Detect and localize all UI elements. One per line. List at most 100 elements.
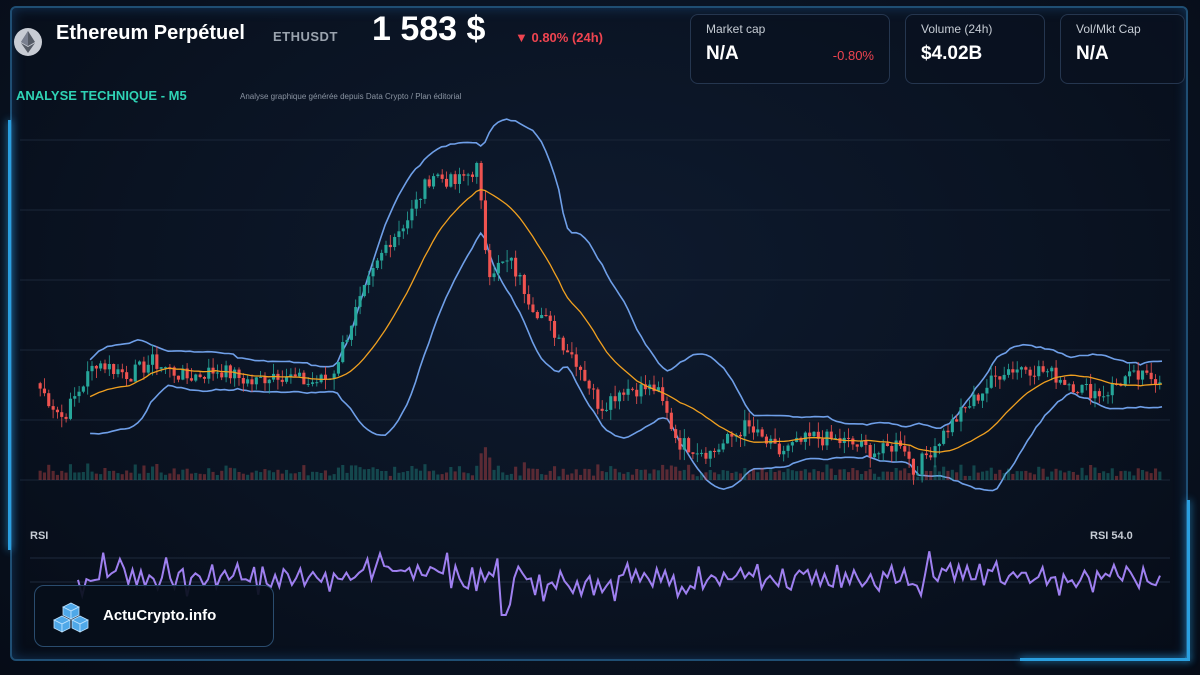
volume-bar [786, 468, 790, 480]
volume-bar [1058, 470, 1062, 480]
volume-bar [994, 473, 998, 480]
candle-body [107, 364, 111, 370]
volume-bar [1063, 472, 1067, 480]
candle-body [1089, 384, 1093, 399]
volume-bar [514, 466, 518, 480]
volume-bar [600, 471, 604, 480]
volume-bar [42, 472, 46, 480]
volume-bar [700, 473, 704, 480]
volume-bar [77, 472, 81, 480]
volume-bar [834, 475, 838, 480]
volume-bar [470, 475, 474, 480]
candle-body [1149, 372, 1153, 380]
volume-bar [116, 473, 120, 480]
candle-body [259, 376, 263, 378]
candle-body [466, 174, 470, 176]
volume-bar [280, 473, 284, 480]
candle-body [924, 453, 928, 456]
volume-bar [782, 472, 786, 480]
candle-body [544, 315, 548, 316]
volume-bar [397, 472, 401, 480]
volume-bar [773, 472, 777, 480]
volume-bar [566, 474, 570, 480]
volume-bar [323, 470, 327, 480]
volume-bar [1141, 470, 1145, 480]
volume-bar [94, 473, 98, 480]
volume-bar [202, 474, 206, 480]
candle-body [1011, 369, 1015, 373]
candle-body [877, 453, 881, 455]
candle-body [99, 363, 103, 369]
volume-bar [842, 469, 846, 480]
candle-body [90, 365, 94, 372]
candle-body [215, 372, 219, 374]
volume-bar [509, 473, 513, 480]
volume-bar [1084, 475, 1088, 480]
candle-body [358, 296, 362, 307]
volume-bar [1119, 471, 1123, 480]
volume-bar [592, 475, 596, 480]
volume-bar [207, 468, 211, 480]
candle-body [514, 257, 518, 277]
volume-bar [726, 470, 730, 480]
candle-body [946, 430, 950, 433]
candle-body [994, 375, 998, 377]
candle-body [449, 174, 453, 187]
volume-bar [103, 468, 107, 480]
candle-body [51, 406, 55, 410]
candle-body [764, 436, 768, 444]
volume-bar [981, 471, 985, 480]
market-cap-label: Market cap [706, 22, 766, 36]
candle-body [1132, 370, 1136, 372]
candle-body [172, 367, 176, 376]
volume-bar [285, 469, 289, 480]
volume-bar [924, 470, 928, 480]
candle-body [375, 260, 379, 268]
candle-body [189, 378, 193, 381]
candle-body [323, 374, 327, 380]
candle-body [176, 375, 180, 380]
candle-body [682, 438, 686, 450]
volume-bar [198, 473, 202, 480]
volume-bar [695, 476, 699, 480]
volume-bar [704, 472, 708, 480]
candle-body [73, 396, 77, 399]
volume-bar [747, 473, 751, 480]
candle-body [903, 446, 907, 452]
candle-body [125, 372, 129, 379]
candle-body [777, 443, 781, 455]
volume-bar [466, 473, 470, 480]
volume-bar [237, 472, 241, 480]
volume-bar [937, 471, 941, 480]
volume-bar [1097, 473, 1101, 480]
volume-bar [557, 476, 561, 480]
candle-body [293, 374, 297, 377]
candle-body [626, 388, 630, 395]
volume-bar [276, 469, 280, 480]
volume-bar [1019, 471, 1023, 480]
volume-bar [73, 472, 77, 480]
volume-bar [453, 471, 457, 480]
candle-body [1106, 395, 1110, 397]
candle-body [445, 178, 449, 187]
candle-body [419, 198, 423, 200]
volume-bar [963, 475, 967, 480]
candle-body [786, 445, 790, 451]
candle-body [302, 372, 306, 385]
candle-body [233, 369, 237, 379]
candle-body [976, 394, 980, 401]
candle-body [289, 374, 293, 378]
volume-bar [1123, 470, 1127, 480]
volume-bar [492, 469, 496, 480]
volume-bar [293, 473, 297, 480]
frame-accent-left [8, 120, 11, 550]
candle-body [717, 449, 721, 452]
volume-bar [760, 468, 764, 480]
volume-bar [1024, 470, 1028, 480]
volume-bar [868, 469, 872, 480]
candle-body [427, 179, 431, 187]
volume-bar [68, 464, 72, 480]
candle-body [579, 366, 583, 370]
candle-body [669, 412, 673, 430]
volume-bar [583, 468, 587, 480]
